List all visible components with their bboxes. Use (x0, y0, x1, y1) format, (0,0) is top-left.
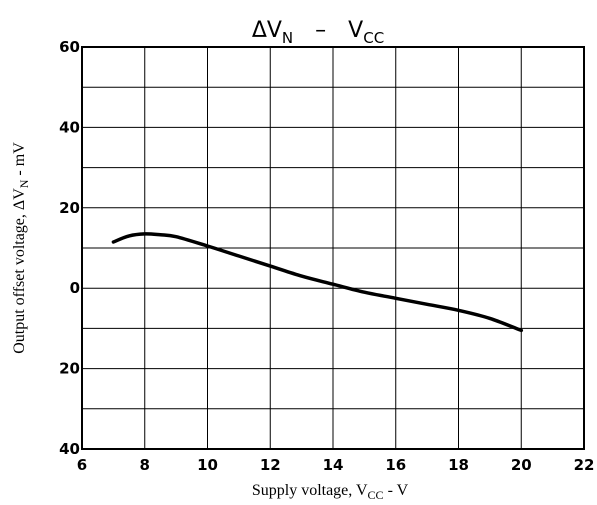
y-tick-labels: 60 40 20 0 20 40 (59, 38, 80, 458)
y-axis-label-suffix: - mV (11, 142, 28, 180)
x-tick-label: 14 (323, 456, 344, 474)
title-prefix-subscript: N (282, 29, 293, 47)
series-layer (111, 232, 524, 333)
y-tick-label: 60 (59, 38, 80, 56)
grid (82, 47, 584, 449)
x-tick-label: 6 (77, 456, 87, 474)
y-tick-label: 40 (59, 440, 80, 458)
x-axis-label-suffix: - V (384, 482, 409, 499)
y-axis-label: Output offset voltage, ΔVN - mV (11, 142, 31, 354)
x-tick-label: 18 (448, 456, 469, 474)
y-tick-label: 20 (59, 360, 80, 378)
x-tick-label: 22 (574, 456, 595, 474)
x-tick-label: 20 (511, 456, 532, 474)
y-axis-label-subscript: N (17, 179, 31, 188)
plot-frame (81, 46, 585, 450)
x-axis-label-prefix: Supply voltage, V (252, 482, 368, 499)
y-axis-label-prefix: Output offset voltage, ΔV (11, 188, 28, 354)
chart-title: ΔVN – VCC (252, 18, 384, 47)
title-suffix: V (348, 18, 363, 43)
title-separator: – (315, 18, 326, 43)
x-axis-label: Supply voltage, VCC - V (252, 482, 409, 502)
y-tick-label: 20 (59, 199, 80, 217)
x-tick-label: 12 (260, 456, 281, 474)
y-tick-label: 40 (59, 118, 80, 136)
x-tick-labels: 6 8 10 12 14 16 18 20 22 (77, 456, 595, 474)
x-tick-label: 8 (140, 456, 150, 474)
x-axis-label-subscript: CC (368, 488, 384, 502)
x-tick-label: 10 (197, 456, 218, 474)
x-tick-label: 16 (385, 456, 406, 474)
title-prefix: ΔV (252, 18, 282, 43)
title-suffix-subscript: CC (363, 29, 384, 47)
series-line (111, 232, 524, 333)
y-tick-label: 0 (70, 279, 80, 297)
